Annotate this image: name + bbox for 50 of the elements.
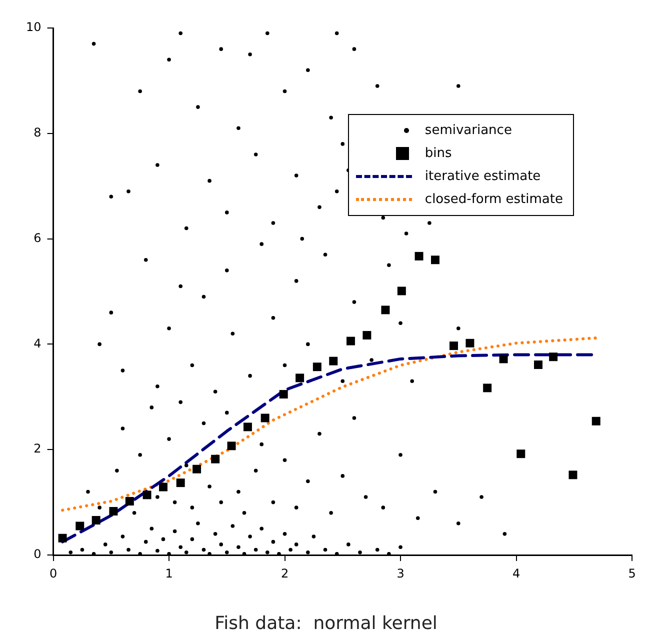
point <box>397 286 406 296</box>
y-tick-label: 2 <box>34 442 42 456</box>
x-tick-label: 3 <box>396 566 404 580</box>
point <box>279 390 288 399</box>
point <box>92 516 100 524</box>
point <box>346 336 355 346</box>
legend-label: semivariance <box>424 123 512 138</box>
y-tick-label: 8 <box>34 126 42 140</box>
legend-label: iterative estimate <box>424 169 541 184</box>
point <box>499 354 508 364</box>
line-series <box>61 336 599 512</box>
point <box>296 374 304 382</box>
point <box>381 306 390 314</box>
point <box>260 414 270 422</box>
point <box>227 442 236 450</box>
legend-label: closed-form estimate <box>424 192 563 207</box>
point <box>243 422 252 432</box>
point <box>430 256 440 264</box>
y-tick-label: 4 <box>34 336 42 350</box>
point <box>516 450 526 458</box>
point <box>414 252 424 260</box>
point <box>142 490 152 500</box>
point <box>312 362 322 372</box>
point <box>192 464 202 474</box>
point <box>158 482 168 492</box>
x-tick-label: 2 <box>280 566 289 580</box>
text: Fish data: normal kernel <box>214 612 438 634</box>
point <box>549 352 558 362</box>
y-tick-label: 10 <box>26 20 42 34</box>
point <box>211 454 220 464</box>
point <box>109 507 118 516</box>
x-tick-label: 4 <box>512 566 520 580</box>
point <box>58 534 67 542</box>
point <box>592 416 600 426</box>
point <box>76 522 84 530</box>
legend-label: bins <box>424 146 452 161</box>
point <box>362 331 372 340</box>
x-tick-label: 0 <box>49 566 58 580</box>
y-tick-label: 0 <box>34 547 42 562</box>
x-tick-label: 5 <box>628 566 636 580</box>
point <box>534 360 542 369</box>
x-tick-label: 1 <box>165 566 173 580</box>
point <box>176 478 185 488</box>
y-tick-label: 6 <box>34 230 42 245</box>
point <box>125 497 134 506</box>
point <box>450 342 458 350</box>
point <box>568 470 578 480</box>
point <box>329 356 338 366</box>
point <box>466 338 474 348</box>
point <box>483 384 492 392</box>
